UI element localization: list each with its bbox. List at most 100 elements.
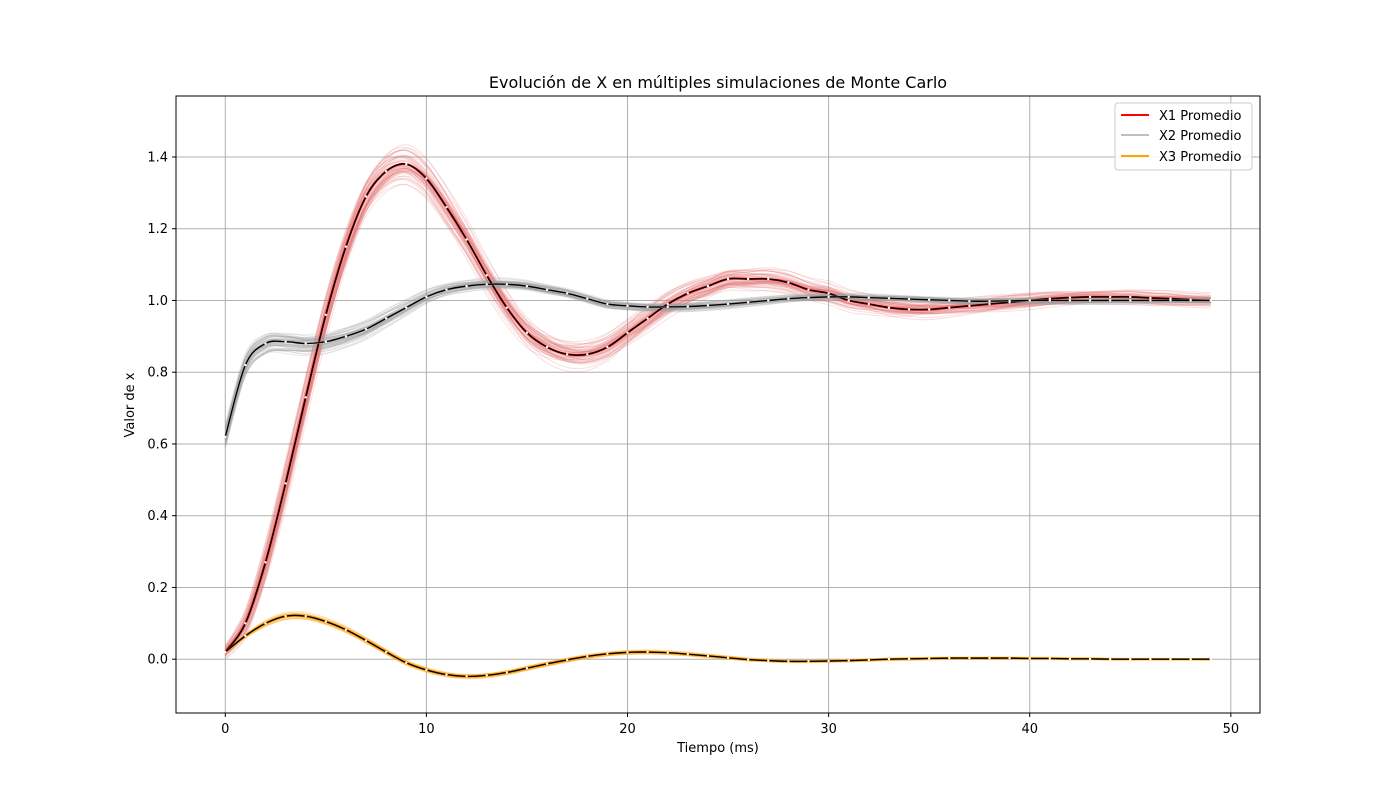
data-point	[948, 299, 951, 302]
data-point	[525, 284, 529, 288]
data-point	[968, 299, 971, 303]
legend-box	[1114, 102, 1253, 171]
simulation-run	[224, 163, 1211, 652]
simulation-run	[224, 285, 1211, 443]
data-point	[525, 666, 529, 670]
simulation-run	[224, 166, 1211, 655]
x-tick-label: 0	[221, 722, 229, 737]
data-point	[1028, 657, 1031, 660]
simulation-run	[224, 611, 1211, 678]
data-point	[1048, 299, 1052, 302]
data-point	[505, 283, 509, 286]
simulation-run	[224, 286, 1211, 442]
data-point	[1068, 299, 1072, 302]
simulation-run	[224, 156, 1211, 653]
data-point	[304, 614, 307, 618]
simulation-run	[224, 158, 1211, 652]
y-tick-label: 1.4	[147, 150, 168, 165]
simulation-run	[224, 167, 1211, 646]
data-point	[425, 668, 428, 672]
simulation-run	[224, 169, 1211, 652]
data-point	[1149, 657, 1152, 661]
data-point	[807, 296, 810, 299]
data-point	[847, 659, 850, 662]
simulation-run	[224, 277, 1211, 434]
data-point	[666, 302, 669, 306]
data-point	[525, 331, 529, 334]
grid	[176, 96, 1260, 713]
simulation-run	[224, 610, 1211, 678]
y-tick-label: 0.4	[147, 509, 168, 524]
data-point	[344, 628, 348, 631]
data-point	[867, 658, 871, 662]
data-point	[405, 661, 408, 664]
data-point	[907, 297, 911, 301]
data-point	[847, 299, 850, 302]
data-point	[1088, 657, 1092, 661]
data-point	[284, 614, 287, 618]
x-tick-label: 40	[1021, 722, 1038, 737]
data-point	[626, 331, 629, 334]
data-point	[545, 288, 549, 291]
data-point	[746, 658, 750, 661]
simulation-run	[224, 149, 1211, 653]
data-point	[264, 622, 267, 625]
data-point	[907, 657, 911, 661]
data-point	[646, 650, 649, 654]
data-point	[867, 296, 871, 299]
data-point	[1209, 657, 1212, 661]
simulation-run	[224, 165, 1211, 652]
simulation-run	[224, 283, 1211, 429]
simulation-run	[224, 156, 1211, 651]
data-point	[767, 299, 770, 302]
data-point	[1008, 656, 1011, 660]
data-point	[1108, 657, 1112, 661]
simulation-run	[224, 284, 1211, 440]
data-point	[827, 659, 830, 663]
simulation-run	[224, 168, 1211, 651]
data-point	[1129, 299, 1132, 302]
data-point	[686, 292, 690, 295]
simulation-run	[224, 617, 1211, 677]
data-point	[948, 306, 951, 309]
simulation-run	[224, 161, 1211, 652]
data-point	[988, 656, 991, 660]
data-point	[887, 306, 891, 309]
data-point	[787, 297, 790, 300]
data-point	[927, 657, 931, 660]
simulation-run	[224, 277, 1211, 431]
data-point	[968, 656, 971, 660]
data-point	[324, 620, 328, 623]
data-point	[264, 561, 267, 564]
simulation-run	[224, 170, 1211, 651]
data-point	[586, 353, 589, 356]
data-point	[364, 639, 368, 642]
data-point	[1068, 296, 1072, 299]
simulation-run	[224, 285, 1211, 437]
simulation-run	[224, 283, 1211, 434]
simulation-run	[224, 162, 1211, 656]
data-point	[887, 657, 891, 661]
simulation-run	[224, 170, 1211, 655]
data-point	[787, 281, 790, 284]
simulation-run	[224, 156, 1211, 655]
simulation-run	[224, 167, 1211, 656]
simulation-run	[224, 167, 1211, 656]
data-point	[425, 177, 428, 180]
data-point	[244, 622, 247, 625]
data-point	[1088, 295, 1092, 299]
data-point	[324, 340, 328, 343]
simulation-run	[224, 281, 1211, 437]
data-point	[545, 662, 549, 666]
mean-lines	[224, 162, 1212, 678]
data-point	[726, 277, 730, 281]
x-axis-ticks: 0 10 20 30 40 50	[221, 713, 1239, 737]
data-point	[807, 660, 810, 663]
simulation-run	[224, 279, 1211, 430]
data-point	[847, 295, 850, 299]
data-point	[887, 297, 891, 300]
data-point	[767, 277, 770, 281]
simulation-run	[224, 164, 1211, 655]
data-point	[545, 345, 549, 349]
data-point	[606, 345, 609, 349]
